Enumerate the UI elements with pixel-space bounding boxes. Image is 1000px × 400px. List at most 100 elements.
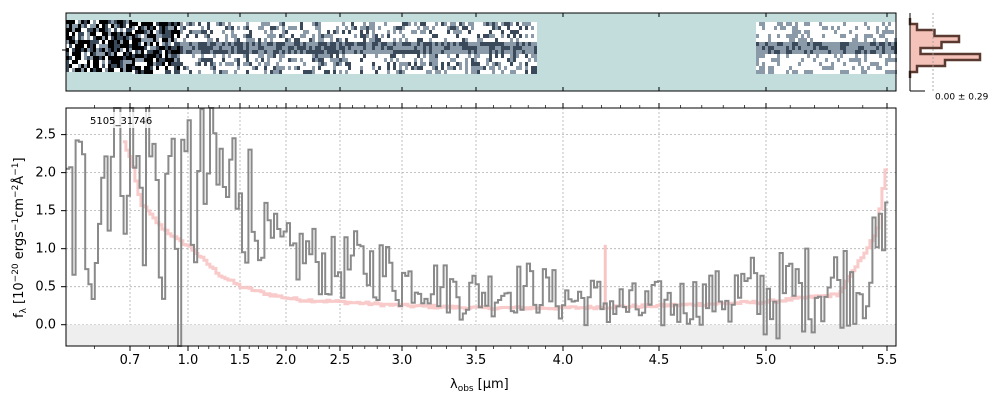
spectrum-2d-pixel [756, 70, 759, 74]
spectrum-2d-pixel [483, 62, 486, 66]
spectrum-2d-pixel [195, 70, 198, 74]
spectrum-2d-pixel [450, 62, 453, 66]
spectrum-2d-pixel [405, 22, 408, 26]
spectrum-2d-pixel [369, 54, 372, 58]
spectrum-2d-pixel [414, 42, 417, 46]
spectrum-2d-pixel [318, 54, 321, 58]
spectrum-2d-pixel [480, 58, 483, 62]
spectrum-2d-pixel [876, 50, 879, 54]
spectrum-2d-pixel [165, 66, 168, 70]
spectrum-2d-pixel [108, 32, 111, 36]
spectrum-2d-pixel [771, 70, 774, 74]
spectrum-2d-pixel [777, 50, 780, 54]
spectrum-2d-pixel [864, 70, 867, 74]
spectrum-2d-pixel [303, 46, 306, 50]
spectrum-2d-pixel [360, 46, 363, 50]
spectrum-2d-pixel [258, 42, 261, 46]
spectrum-2d-pixel [138, 58, 141, 62]
spectrum-2d-pixel [465, 42, 468, 46]
spectrum-2d-pixel [465, 22, 468, 26]
spectrum-2d-pixel [762, 58, 765, 62]
spectrum-2d-pixel [300, 66, 303, 70]
spectrum-2d-pixel [513, 30, 516, 34]
spectrum-2d-pixel [108, 20, 111, 24]
spectrum-2d-pixel [534, 22, 537, 26]
spectrum-2d-pixel [420, 50, 423, 54]
spectrum-2d-pixel [189, 42, 192, 46]
spectrum-2d-pixel [804, 66, 807, 70]
spectrum-2d-pixel [828, 42, 831, 46]
spectrum-2d-pixel [411, 50, 414, 54]
spectrum-2d-pixel [525, 70, 528, 74]
spectrum-2d-pixel [861, 42, 864, 46]
spectrum-2d-pixel [99, 60, 102, 64]
spectrum-2d-pixel [252, 54, 255, 58]
spectrum-2d-pixel [114, 52, 117, 56]
spectrum-2d-pixel [759, 66, 762, 70]
spectrum-2d-pixel [465, 38, 468, 42]
spectrum-2d-pixel [201, 22, 204, 26]
spectrum-2d-pixel [165, 70, 168, 74]
spectrum-2d-pixel [264, 38, 267, 42]
spectrum-2d-pixel [792, 42, 795, 46]
spectrum-2d-pixel [534, 54, 537, 58]
spectrum-2d-pixel [816, 34, 819, 38]
spectrum-2d-pixel [837, 30, 840, 34]
spectrum-2d-pixel [813, 22, 816, 26]
spectrum-2d-pixel [864, 30, 867, 34]
spectrum-2d-pixel [795, 62, 798, 66]
spectrum-2d-pixel [432, 62, 435, 66]
spectrum-2d-pixel [252, 38, 255, 42]
spectrum-2d-pixel [408, 66, 411, 70]
spectrum-2d-pixel [84, 64, 87, 68]
spectrum-2d-pixel [162, 30, 165, 34]
spectrum-2d-pixel [93, 64, 96, 68]
spectrum-2d-pixel [834, 42, 837, 46]
spectrum-2d-pixel [300, 22, 303, 26]
spectrum-2d-pixel [423, 22, 426, 26]
spectrum-2d-pixel [348, 62, 351, 66]
spectrum-2d-pixel [144, 26, 147, 30]
spectrum-2d-pixel [123, 68, 126, 72]
spectrum-2d-pixel [477, 26, 480, 30]
spectrum-2d-pixel [504, 66, 507, 70]
spectrum-2d-pixel [144, 66, 147, 70]
spectrum-2d-pixel [348, 58, 351, 62]
spectrum-2d-pixel [147, 26, 150, 30]
spectrum-2d-pixel [780, 70, 783, 74]
spectrum-2d-pixel [771, 46, 774, 50]
spectrum-2d-pixel [81, 24, 84, 28]
spectrum-2d-pixel [453, 26, 456, 30]
spectrum-2d-pixel [804, 62, 807, 66]
spectrum-2d-pixel [255, 22, 258, 26]
spectrum-2d-pixel [360, 70, 363, 74]
spectrum-2d-pixel [519, 62, 522, 66]
spectrum-2d-pixel [114, 60, 117, 64]
spectrum-2d-pixel [249, 70, 252, 74]
spectrum-2d-pixel [798, 42, 801, 46]
spectrum-2d-pixel [441, 66, 444, 70]
spectrum-2d-pixel [786, 34, 789, 38]
spectrum-2d-pixel [531, 30, 534, 34]
spectrum-2d-pixel [516, 54, 519, 58]
spectrum-2d-pixel [336, 58, 339, 62]
spectrum-2d-pixel [315, 26, 318, 30]
spectrum-2d-pixel [75, 24, 78, 28]
spectrum-2d-pixel [363, 66, 366, 70]
spectrum-2d-pixel [396, 62, 399, 66]
spectrum-2d-pixel [783, 46, 786, 50]
spectrum-2d-pixel [363, 38, 366, 42]
spectrum-2d-pixel [276, 30, 279, 34]
spectrum-2d-pixel [783, 58, 786, 62]
spectrum-2d-pixel [99, 44, 102, 48]
spectrum-2d-pixel [831, 30, 834, 34]
spectrum-2d-pixel [180, 46, 183, 50]
spectrum-2d-pixel [888, 42, 891, 46]
spectrum-2d-pixel [120, 36, 123, 40]
spectrum-2d-pixel [309, 46, 312, 50]
spectrum-2d-pixel [189, 70, 192, 74]
spectrum-2d-pixel [93, 20, 96, 24]
spectrum-2d-pixel [471, 38, 474, 42]
spectrum-2d-pixel [183, 22, 186, 26]
spectrum-2d-pixel [303, 50, 306, 54]
